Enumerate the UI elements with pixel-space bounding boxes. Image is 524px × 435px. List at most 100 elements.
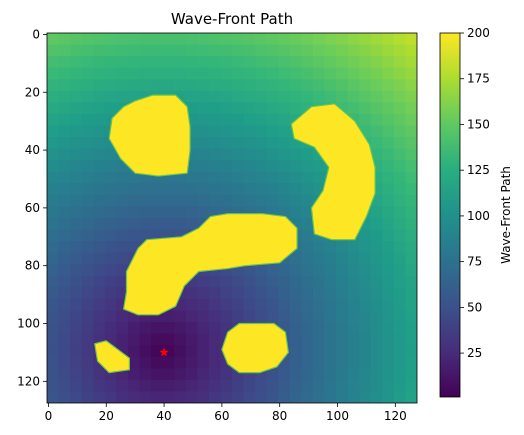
heatmap-cell	[278, 90, 291, 103]
heatmap-cell	[162, 44, 175, 57]
heatmap-cell	[197, 113, 210, 127]
heatmap-cell	[370, 345, 383, 358]
heatmap-cell	[81, 183, 94, 196]
heatmap-cell	[127, 56, 141, 69]
heatmap-cell	[255, 148, 268, 161]
heatmap-cell	[47, 171, 60, 184]
heatmap-cell	[301, 44, 314, 57]
heatmap-cell	[289, 345, 302, 358]
heatmap-cell	[174, 333, 187, 346]
heatmap-cell	[70, 275, 83, 288]
heatmap-cell	[324, 368, 337, 381]
x-tick-label: 20	[99, 409, 114, 423]
heatmap-cell	[174, 56, 187, 69]
heatmap-cell	[47, 113, 60, 127]
heatmap-cell	[47, 56, 60, 69]
heatmap-cell	[382, 79, 395, 92]
heatmap-cell	[278, 264, 291, 277]
heatmap-cell	[93, 67, 106, 80]
heatmap-cell	[70, 113, 83, 127]
heatmap-cell	[232, 102, 245, 115]
heatmap-cell	[104, 275, 117, 288]
heatmap-cell	[58, 345, 71, 358]
heatmap-cell	[370, 56, 383, 69]
heatmap-cell	[370, 252, 383, 265]
heatmap-cell	[370, 298, 383, 312]
heatmap-cell	[93, 137, 106, 150]
heatmap-cell	[174, 206, 187, 219]
heatmap-cell	[359, 287, 372, 300]
heatmap-cell	[58, 171, 71, 184]
heatmap-cell	[393, 90, 407, 103]
heatmap-cell	[127, 368, 141, 381]
heatmap-cell	[70, 356, 83, 369]
heatmap-cell	[405, 148, 417, 161]
heatmap-cell	[116, 333, 129, 346]
heatmap-cell	[382, 90, 395, 103]
colorbar-label: Wave-Front Path	[499, 166, 513, 264]
heatmap-cell	[220, 160, 233, 173]
x-tick-label: 0	[45, 409, 53, 423]
heatmap-cell	[393, 218, 407, 231]
heatmap-cell	[255, 79, 268, 92]
heatmap-cell	[208, 160, 222, 173]
heatmap-cell	[393, 33, 407, 46]
heatmap-cell	[47, 298, 60, 312]
heatmap-cell	[185, 90, 198, 103]
heatmap-cell	[289, 171, 302, 184]
heatmap-cell	[58, 125, 71, 138]
heatmap-cell	[151, 345, 164, 358]
heatmap-cell	[116, 379, 129, 393]
heatmap-cell	[312, 391, 326, 403]
heatmap-cell	[47, 229, 60, 242]
heatmap-cell	[312, 44, 326, 57]
heatmap-cell	[370, 368, 383, 381]
heatmap-cell	[116, 322, 129, 335]
heatmap-cell	[243, 113, 256, 127]
heatmap-cell	[208, 90, 222, 103]
heatmap-cell	[220, 379, 233, 393]
heatmap-cell	[301, 264, 314, 277]
heatmap-cell	[47, 194, 60, 208]
heatmap-cell	[197, 194, 210, 208]
heatmap-cell	[370, 333, 383, 346]
heatmap-cell	[336, 275, 349, 288]
heatmap-cell	[301, 56, 314, 69]
heatmap-cell	[93, 194, 106, 208]
heatmap-cell	[58, 310, 71, 323]
heatmap-cell	[393, 275, 407, 288]
heatmap-cell	[127, 194, 141, 208]
heatmap-cell	[301, 229, 314, 242]
heatmap-cell	[232, 379, 245, 393]
heatmap-cell	[70, 90, 83, 103]
heatmap-cell	[382, 33, 395, 46]
marker-layer	[159, 347, 169, 357]
heatmap-cell	[405, 356, 417, 369]
heatmap-cell	[301, 391, 314, 403]
heatmap-cell	[393, 148, 407, 161]
heatmap-cell	[232, 160, 245, 173]
heatmap-cell	[278, 148, 291, 161]
heatmap-cell	[81, 241, 94, 254]
heatmap-cell	[104, 241, 117, 254]
heatmap-cell	[139, 391, 152, 403]
heatmap-cell	[81, 137, 94, 150]
heatmap-cell	[47, 125, 60, 138]
heatmap-cell	[58, 379, 71, 393]
heatmap-cell	[81, 194, 94, 208]
heatmap-cell	[104, 379, 117, 393]
heatmap-cell	[232, 79, 245, 92]
heatmap-cell	[301, 160, 314, 173]
heatmap-cell	[174, 194, 187, 208]
heatmap-cell	[393, 229, 407, 242]
heatmap-cell	[278, 298, 291, 312]
heatmap-cell	[312, 33, 326, 46]
heatmap-cell	[93, 56, 106, 69]
heatmap-cell	[301, 368, 314, 381]
heatmap-cell	[93, 252, 106, 265]
heatmap-cell	[278, 160, 291, 173]
heatmap-cell	[139, 356, 152, 369]
heatmap-cell	[197, 44, 210, 57]
heatmap-cell	[139, 218, 152, 231]
y-axis-ticks: 0 20 40 60 80 100 120	[17, 27, 47, 388]
